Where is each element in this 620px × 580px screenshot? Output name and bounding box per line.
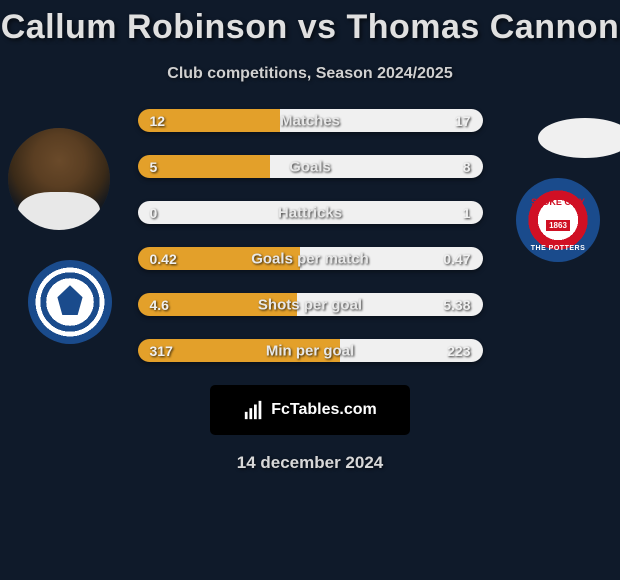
page-title: Callum Robinson vs Thomas Cannon	[0, 0, 620, 47]
stat-label: Min per goal	[266, 342, 354, 359]
date-text: 14 december 2024	[0, 453, 620, 473]
player-right-photo	[538, 118, 620, 158]
stat-value-left: 0.42	[150, 251, 177, 267]
watermark: FcTables.com	[210, 385, 410, 435]
stat-row: Shots per goal 4.6 5.38	[138, 293, 483, 316]
stat-value-right: 1	[463, 205, 471, 221]
stat-row: Hattricks 0 1	[138, 201, 483, 224]
chart-icon	[243, 399, 265, 421]
stat-value-right: 17	[455, 113, 471, 129]
stat-label: Hattricks	[278, 204, 342, 221]
stat-label: Shots per goal	[258, 296, 362, 313]
badge-right-year: 1863	[546, 220, 570, 231]
stat-label: Goals	[289, 158, 331, 175]
club-badge-left	[28, 260, 112, 344]
stat-row: Goals 5 8	[138, 155, 483, 178]
stat-row: Matches 12 17	[138, 109, 483, 132]
stat-value-right: 8	[463, 159, 471, 175]
stat-value-left: 0	[150, 205, 158, 221]
stat-value-left: 5	[150, 159, 158, 175]
watermark-text: FcTables.com	[271, 401, 377, 419]
stat-label: Matches	[280, 112, 340, 129]
stat-value-left: 317	[150, 343, 173, 359]
stat-value-right: 5.38	[443, 297, 470, 313]
stat-label: Goals per match	[251, 250, 369, 267]
stat-row: Min per goal 317 223	[138, 339, 483, 362]
stats-container: Matches 12 17 Goals 5 8 Hattricks 0 1 Goals per m…	[138, 109, 483, 362]
stat-value-left: 4.6	[150, 297, 169, 313]
badge-right-top-text: STOKE CITY	[531, 198, 585, 207]
stat-value-left: 12	[150, 113, 166, 129]
stat-row: Goals per match 0.42 0.47	[138, 247, 483, 270]
badge-right-bottom-text: THE POTTERS	[531, 245, 586, 252]
club-badge-right: STOKE CITY 1863 THE POTTERS	[516, 178, 600, 262]
stat-value-right: 223	[447, 343, 470, 359]
player-left-photo	[8, 128, 110, 230]
player-face-placeholder	[8, 128, 110, 230]
stat-value-right: 0.47	[443, 251, 470, 267]
subtitle: Club competitions, Season 2024/2025	[0, 65, 620, 83]
